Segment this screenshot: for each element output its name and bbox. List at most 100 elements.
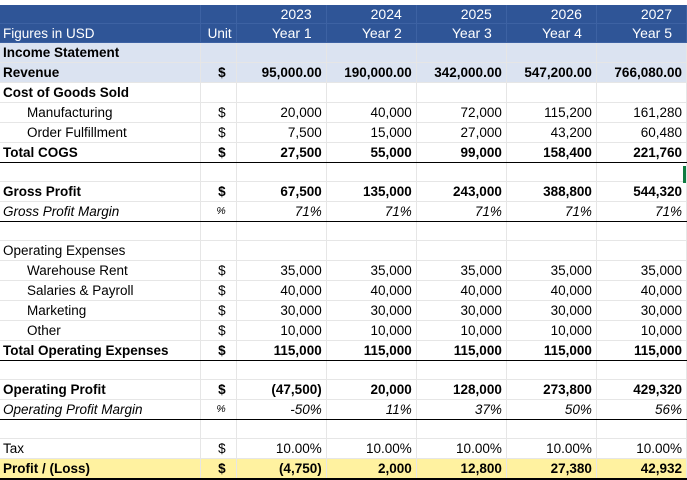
value-cell[interactable]: 12,800 [416,458,507,480]
unit-cell[interactable]: $ [200,122,237,143]
value-cell[interactable]: 43,200 [506,122,597,143]
unit-cell[interactable] [200,42,237,63]
value-cell[interactable]: 544,320 [596,181,687,202]
unit-cell[interactable]: $ [200,62,237,83]
row-label[interactable]: Total Operating Expenses [0,340,201,361]
year-cell[interactable]: 2024 [326,5,417,24]
value-cell[interactable]: 35,000 [416,260,507,281]
value-cell[interactable]: 10,000 [416,320,507,341]
unit-cell[interactable]: $ [200,340,237,361]
value-cell[interactable]: 71% [596,201,687,222]
value-cell[interactable]: 56% [596,399,687,420]
value-cell[interactable]: 10.00% [596,438,687,459]
value-cell[interactable]: (47,500) [236,379,327,400]
value-cell[interactable]: 10.00% [236,438,327,459]
row-label[interactable]: Warehouse Rent [0,260,201,281]
value-cell[interactable]: -50% [236,399,327,420]
income-statement-table[interactable]: 2023 2024 2025 2026 2027 Figures in USD … [0,5,687,480]
value-cell[interactable]: 15,000 [326,122,417,143]
value-cell[interactable]: 7,500 [236,122,327,143]
row-label[interactable]: Operating Profit [0,379,201,400]
year-cell[interactable]: 2027 [596,5,687,24]
value-cell[interactable]: 27,000 [416,122,507,143]
value-cell[interactable]: 2,000 [326,458,417,480]
unit-cell[interactable] [200,419,237,439]
value-cell[interactable]: 190,000.00 [326,62,417,83]
year-cell[interactable]: 2026 [506,5,597,24]
value-cell[interactable] [236,42,327,63]
value-cell[interactable]: 135,000 [326,181,417,202]
value-cell[interactable]: 55,000 [326,142,417,163]
value-cell[interactable]: 35,000 [326,260,417,281]
value-cell[interactable] [506,360,597,380]
value-cell[interactable]: 71% [326,201,417,222]
row-label[interactable] [0,162,201,182]
value-cell[interactable] [416,240,507,261]
row-label[interactable]: Other [0,320,201,341]
value-cell[interactable] [326,82,417,103]
figures-in-usd-label[interactable]: Figures in USD [0,23,201,43]
year-label-cell[interactable]: Year 4 [506,23,597,43]
row-label[interactable]: Order Fulfillment [0,122,201,143]
value-cell[interactable] [506,221,597,241]
unit-cell[interactable] [200,221,237,241]
value-cell[interactable] [596,240,687,261]
unit-header[interactable]: Unit [200,23,237,43]
value-cell[interactable]: 95,000.00 [236,62,327,83]
value-cell[interactable]: 547,200.00 [506,62,597,83]
row-label[interactable]: Operating Expenses [0,240,201,261]
value-cell[interactable] [416,42,507,63]
value-cell[interactable]: 40,000 [236,280,327,301]
unit-cell[interactable] [200,162,237,182]
value-cell[interactable] [596,82,687,103]
value-cell[interactable] [416,360,507,380]
cell[interactable] [200,5,237,24]
value-cell[interactable]: 115,000 [326,340,417,361]
unit-cell[interactable]: % [200,201,237,222]
value-cell[interactable] [236,221,327,241]
year-cell[interactable]: 2025 [416,5,507,24]
value-cell[interactable]: 30,000 [596,300,687,321]
value-cell[interactable]: 40,000 [596,280,687,301]
value-cell[interactable]: 342,000.00 [416,62,507,83]
cell[interactable] [0,5,201,24]
value-cell[interactable]: 10.00% [506,438,597,459]
value-cell[interactable]: 35,000 [506,260,597,281]
value-cell[interactable] [506,419,597,439]
row-label[interactable]: Income Statement [0,42,201,63]
value-cell[interactable]: 35,000 [596,260,687,281]
value-cell[interactable]: 37% [416,399,507,420]
value-cell[interactable] [236,240,327,261]
value-cell[interactable] [596,221,687,241]
value-cell[interactable]: 115,000 [416,340,507,361]
value-cell[interactable] [326,221,417,241]
value-cell[interactable] [326,42,417,63]
row-label[interactable] [0,419,201,439]
year-label-cell[interactable]: Year 5 [596,23,687,43]
row-label[interactable]: Cost of Goods Sold [0,82,201,103]
unit-cell[interactable]: $ [200,379,237,400]
value-cell[interactable]: 71% [506,201,597,222]
unit-cell[interactable]: % [200,399,237,420]
value-cell[interactable]: 388,800 [506,181,597,202]
unit-cell[interactable]: $ [200,280,237,301]
value-cell[interactable] [506,42,597,63]
value-cell[interactable] [596,42,687,63]
year-cell[interactable]: 2023 [236,5,327,24]
value-cell[interactable] [326,162,417,182]
value-cell[interactable] [326,419,417,439]
unit-cell[interactable]: $ [200,458,237,480]
value-cell[interactable]: 42,932 [596,458,687,480]
value-cell[interactable] [236,82,327,103]
unit-cell[interactable]: $ [200,181,237,202]
row-label[interactable]: Gross Profit Margin [0,201,201,222]
value-cell[interactable] [416,82,507,103]
value-cell[interactable] [326,360,417,380]
row-label[interactable]: Marketing [0,300,201,321]
value-cell[interactable]: 429,320 [596,379,687,400]
value-cell[interactable]: 273,800 [506,379,597,400]
row-label[interactable] [0,360,201,380]
value-cell[interactable]: 71% [416,201,507,222]
row-label[interactable]: Profit / (Loss) [0,458,201,480]
value-cell[interactable]: (4,750) [236,458,327,480]
